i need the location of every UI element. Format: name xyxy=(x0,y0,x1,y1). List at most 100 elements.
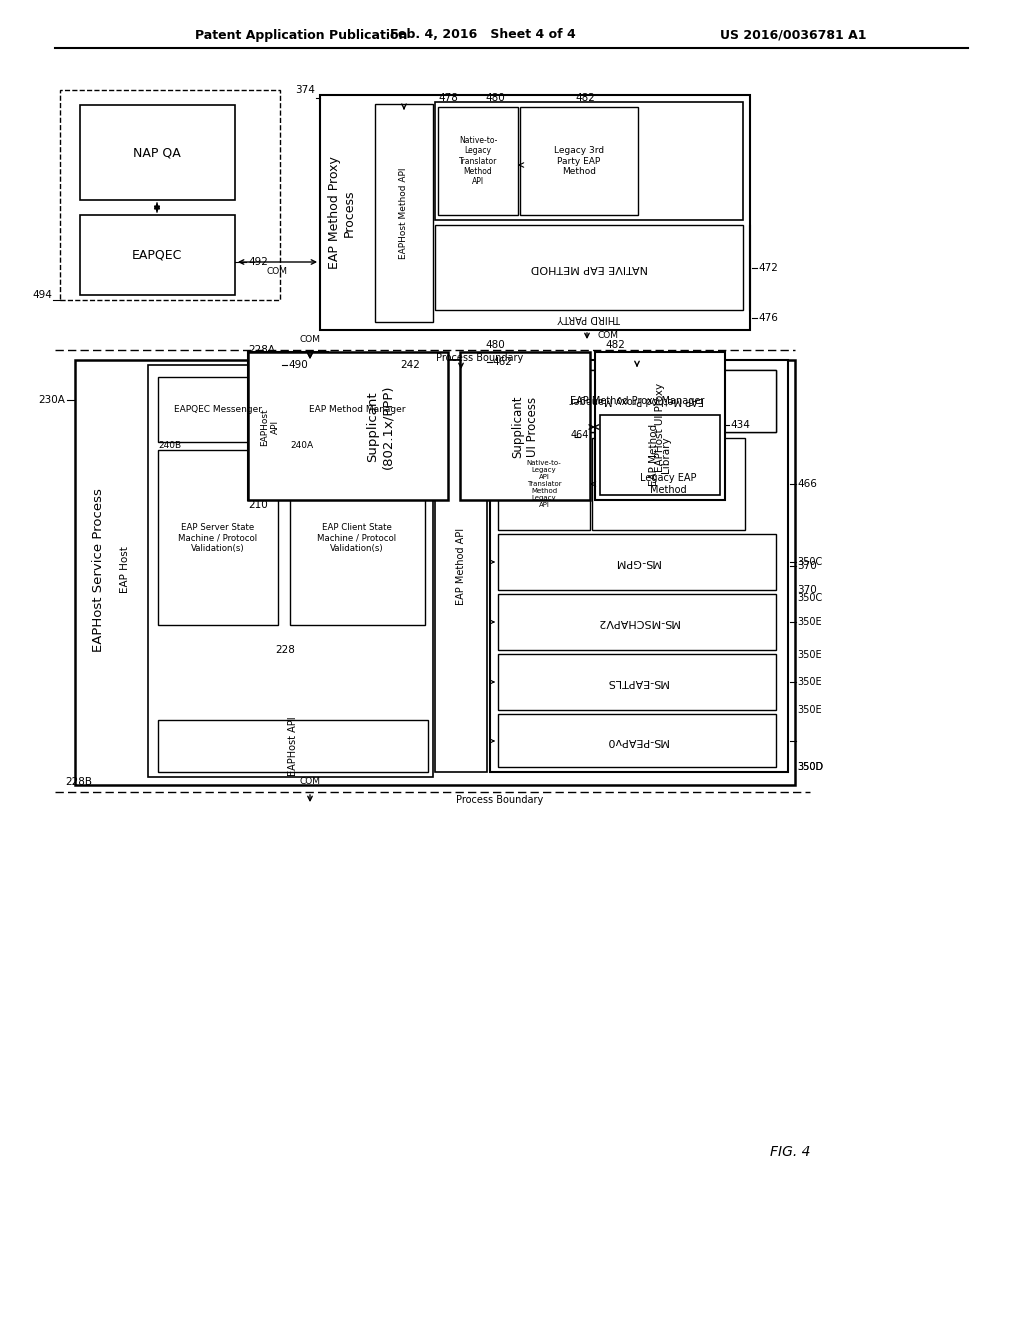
Text: 210: 210 xyxy=(248,500,267,510)
Text: EAPHost Service Process: EAPHost Service Process xyxy=(91,488,104,652)
Bar xyxy=(498,594,776,649)
Text: 228B: 228B xyxy=(65,777,92,787)
Bar xyxy=(248,352,328,500)
Text: EAP Method Proxy Manager: EAP Method Proxy Manager xyxy=(569,396,705,407)
Bar xyxy=(248,352,449,500)
Text: Feb. 4, 2016   Sheet 4 of 4: Feb. 4, 2016 Sheet 4 of 4 xyxy=(390,29,575,41)
Text: 350E: 350E xyxy=(797,677,821,686)
Bar xyxy=(158,719,428,772)
Text: 228A: 228A xyxy=(248,345,275,355)
Text: 494: 494 xyxy=(32,290,52,300)
Text: 374: 374 xyxy=(295,84,315,95)
Bar xyxy=(158,450,278,624)
Text: Native-to-
Legacy
API
Translator
Method
Legacy
API: Native-to- Legacy API Translator Method … xyxy=(526,459,561,508)
Text: Process Boundary: Process Boundary xyxy=(457,795,544,805)
Bar xyxy=(148,366,433,777)
Text: 350D: 350D xyxy=(797,762,823,772)
Text: Native-to-
Legacy
Translator
Method
API: Native-to- Legacy Translator Method API xyxy=(459,136,498,186)
Text: EAPHost UI Proxy: EAPHost UI Proxy xyxy=(655,383,665,471)
Text: Process Boundary: Process Boundary xyxy=(436,352,523,363)
Bar xyxy=(60,90,280,300)
Text: 478: 478 xyxy=(438,92,458,103)
Text: MS-PEAPv0: MS-PEAPv0 xyxy=(606,737,669,746)
Bar xyxy=(498,653,776,710)
Text: EAP Method Manager: EAP Method Manager xyxy=(309,405,406,414)
Bar xyxy=(592,438,745,531)
Bar xyxy=(158,378,278,442)
Text: 350D: 350D xyxy=(797,762,823,772)
Text: MS-MSCHAPV2: MS-MSCHAPV2 xyxy=(596,616,678,627)
Text: 482: 482 xyxy=(605,341,625,350)
Text: 476: 476 xyxy=(758,313,778,323)
Bar xyxy=(438,107,518,215)
Text: 350E: 350E xyxy=(797,616,821,627)
Text: 240B: 240B xyxy=(158,441,181,450)
Bar xyxy=(520,107,638,215)
Text: MS-EAPTLS: MS-EAPTLS xyxy=(606,677,668,686)
Text: EAPHost API: EAPHost API xyxy=(288,717,298,776)
Bar xyxy=(498,714,776,767)
Text: COM: COM xyxy=(299,335,321,345)
Text: NAP QA: NAP QA xyxy=(133,147,181,160)
Text: 350C: 350C xyxy=(797,593,822,603)
Bar xyxy=(600,414,720,495)
Text: 472: 472 xyxy=(758,263,778,273)
Text: FIG. 4: FIG. 4 xyxy=(770,1144,810,1159)
Bar xyxy=(435,360,487,772)
Text: MS-GPM: MS-GPM xyxy=(614,557,660,568)
Bar xyxy=(80,215,234,294)
Bar xyxy=(80,106,234,201)
Text: 480: 480 xyxy=(485,92,505,103)
Text: 370: 370 xyxy=(797,561,817,572)
Text: EAP Host: EAP Host xyxy=(120,546,130,594)
Bar xyxy=(375,104,433,322)
Bar xyxy=(460,352,590,500)
Text: EAPHost
API: EAPHost API xyxy=(260,408,280,446)
Bar xyxy=(75,360,795,785)
Text: 242: 242 xyxy=(400,360,420,370)
Text: EAP Server State
Machine / Protocol
Validation(s): EAP Server State Machine / Protocol Vali… xyxy=(178,523,258,553)
Bar xyxy=(319,95,750,330)
Text: 350E: 350E xyxy=(797,649,821,660)
Text: Legacy 3rd
Party EAP
Method: Legacy 3rd Party EAP Method xyxy=(554,147,604,176)
Text: COM: COM xyxy=(597,331,618,341)
Text: 490: 490 xyxy=(288,360,308,370)
Bar xyxy=(435,102,743,220)
Text: COM: COM xyxy=(266,268,288,276)
Text: 464: 464 xyxy=(570,430,589,440)
Bar xyxy=(498,370,776,432)
Text: Supplicant
(802.1x/PPP): Supplicant (802.1x/PPP) xyxy=(366,384,394,469)
Text: 350C: 350C xyxy=(797,557,822,568)
Text: 230A: 230A xyxy=(38,395,65,405)
Text: EAP Method API: EAP Method API xyxy=(456,528,466,605)
Text: 462: 462 xyxy=(492,356,512,367)
Text: 480: 480 xyxy=(485,341,505,350)
Text: EAP Method Proxy Manager: EAP Method Proxy Manager xyxy=(569,395,705,405)
Text: 434: 434 xyxy=(730,420,750,430)
Text: 350E: 350E xyxy=(797,705,821,715)
Bar xyxy=(290,450,425,624)
Text: 240A: 240A xyxy=(290,441,313,450)
Bar xyxy=(498,438,590,531)
Text: 228: 228 xyxy=(275,645,295,655)
Text: NATIVE EAP METHOD: NATIVE EAP METHOD xyxy=(530,263,647,273)
Bar xyxy=(435,224,743,310)
Text: Patent Application Publication: Patent Application Publication xyxy=(195,29,408,41)
Text: COM: COM xyxy=(299,777,321,787)
Text: 492: 492 xyxy=(248,257,268,267)
Text: US 2016/0036781 A1: US 2016/0036781 A1 xyxy=(720,29,866,41)
Text: 466: 466 xyxy=(797,479,817,488)
Bar xyxy=(498,370,776,432)
Text: EAPQEC Messenger: EAPQEC Messenger xyxy=(174,405,262,414)
Text: Supplicant
UI Process: Supplicant UI Process xyxy=(511,396,539,458)
Text: EAP Method Proxy
Process: EAP Method Proxy Process xyxy=(328,157,356,269)
Text: 370: 370 xyxy=(797,585,817,595)
Text: EAP Client State
Machine / Protocol
Validation(s): EAP Client State Machine / Protocol Vali… xyxy=(317,523,396,553)
Bar xyxy=(498,535,776,590)
Text: 482: 482 xyxy=(575,92,595,103)
Text: THIRD PARTY: THIRD PARTY xyxy=(557,313,621,323)
Bar xyxy=(290,378,425,442)
Text: EAP Method
Library: EAP Method Library xyxy=(649,424,671,486)
Text: Legacy EAP
Method: Legacy EAP Method xyxy=(640,473,696,495)
Text: EAPHost Method API: EAPHost Method API xyxy=(399,168,409,259)
